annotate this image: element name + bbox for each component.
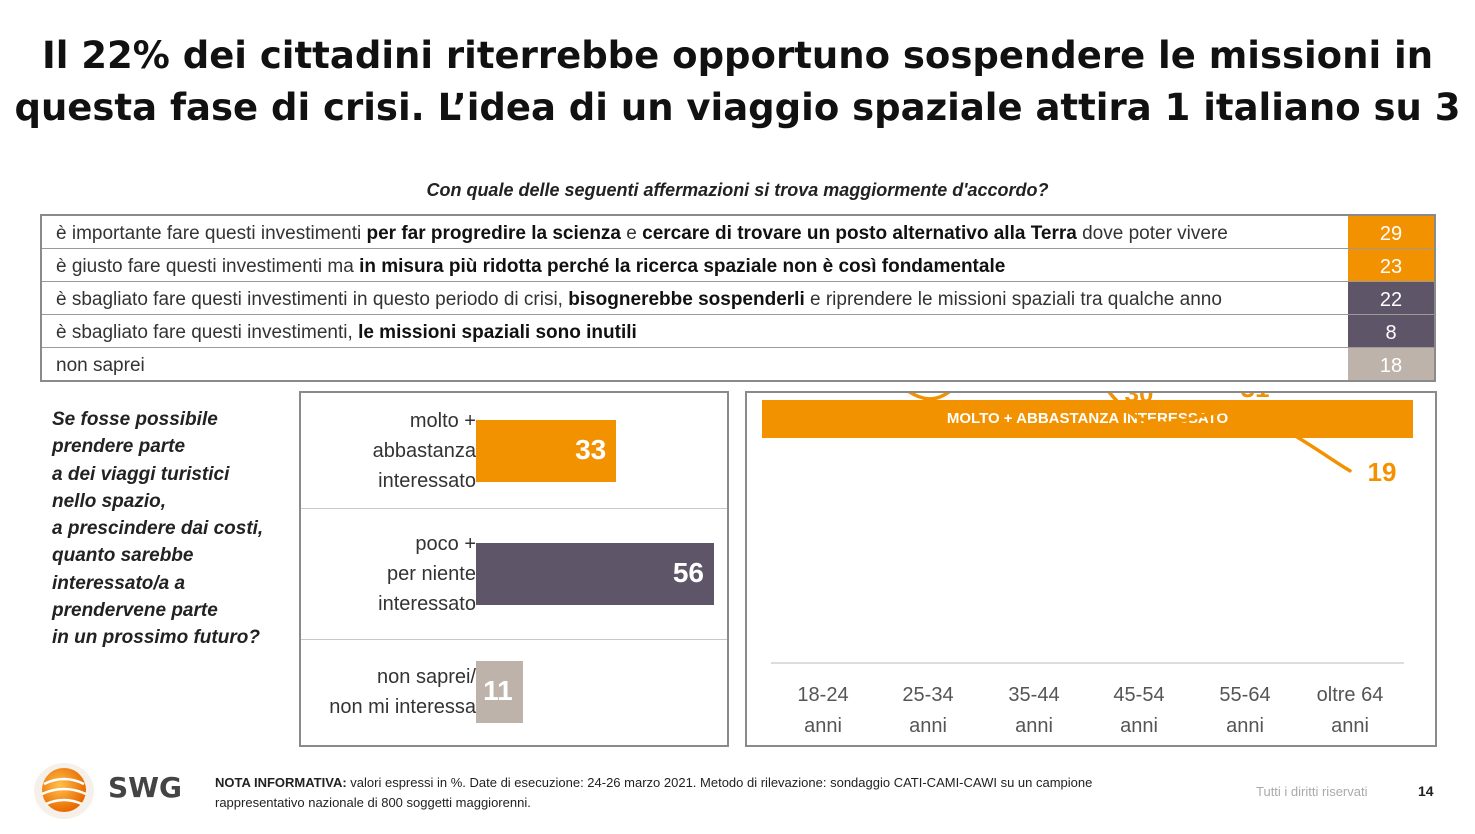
age-line-chart-frame [745,391,1437,747]
statement-value: 8 [1348,315,1434,347]
statement-fragment: è sbagliato fare questi investimenti in … [56,289,569,310]
bar-value-label: 56 [672,556,704,588]
bar-value-label: 33 [575,433,607,465]
statement-text: è giusto fare questi investimenti ma in … [56,249,1005,282]
bar-category-label: molto + abbastanza interessato [301,406,476,496]
x-tick-label: 55-64 [1219,684,1270,706]
bar-category-label-line: per niente [387,562,476,585]
statement-emphasis: le missioni spaziali sono inutili [358,322,637,343]
statement-fragment: è sbagliato fare questi investimenti, [56,322,359,343]
x-tick-label: anni [1015,715,1053,737]
bar-section-divider [301,508,727,509]
page-title: Il 22% dei cittadini riterrebbe opportun… [0,30,1475,134]
question-line: prendervene parte [52,600,218,622]
page-number: 14 [1418,783,1434,799]
question-line: a prescindere dai costi, [52,518,264,540]
x-tick-label: 45-54 [1113,684,1164,706]
question-line: interessato/a a [52,572,186,594]
statement-text: non saprei [56,348,145,381]
statement-fragment: e [621,223,643,244]
line-chart-title: MOLTO + ABBASTANZA INTERESSATO [762,400,1413,438]
statement-emphasis: per far progredire la scienza [366,223,622,244]
bar-category-label-line: poco + [415,532,476,555]
statement-emphasis: bisognerebbe sospenderli [568,289,805,310]
statement-row: è giusto fare questi investimenti ma in … [42,249,1434,282]
question-line: prendere parte [52,436,186,458]
statement-value: 23 [1348,249,1434,281]
statements-table: è importante fare questi investimenti pe… [40,214,1436,382]
statement-text: è sbagliato fare questi investimenti, le… [56,315,637,348]
statement-fragment: è importante fare questi investimenti [56,223,367,244]
question-line: Se fosse possibile [52,409,218,430]
x-tick-label: anni [909,715,947,737]
statement-text: è sbagliato fare questi investimenti in … [56,282,1222,315]
bar-section-divider [301,639,727,640]
data-label: 30 [1125,393,1154,408]
bar-category-label-line: interessato [378,469,476,492]
rights-notice: Tutti i diritti riservati [1256,784,1368,799]
bar [476,419,617,482]
x-tick-label: 25-34 [902,684,953,706]
bar-category-label: non saprei/non mi interessa [301,662,476,722]
bar-value-label: 11 [483,675,513,706]
statement-fragment: e riprendere le missioni spaziali tra qu… [804,289,1222,310]
survey-question: Con quale delle seguenti affermazioni si… [426,180,1049,200]
x-tick-label: anni [1226,715,1264,737]
statement-emphasis: in misura più ridotta perché la ricerca … [359,256,1006,277]
statement-row: è sbagliato fare questi investimenti, le… [42,315,1434,348]
data-label: 19 [1368,457,1397,487]
x-tick-label: anni [1331,715,1369,737]
footnote-text: valori espressi in %. Date di esecuzione… [215,775,1093,810]
question-line: a dei viaggi turistici [52,463,230,485]
x-tick-label: anni [1120,715,1158,737]
x-tick-label: oltre 64 [1317,684,1384,706]
question-line: quanto sarebbe [52,545,194,567]
statement-value: 22 [1348,282,1434,314]
page-title-line-2: questa fase di crisi. L’idea di un viagg… [14,86,1461,129]
statement-emphasis: cercare di trovare un posto alternativo … [642,223,1077,244]
statement-row: non saprei 18 [42,348,1434,380]
statement-fragment: dove poter vivere [1076,223,1228,244]
question-line: in un prossimo futuro? [52,627,260,649]
page-title-line-1: Il 22% dei cittadini riterrebbe opportun… [41,34,1434,77]
footnote: NOTA INFORMATIVA: valori espressi in %. … [215,773,1165,813]
tourism-question: Se fosse possibile prendere parte a dei vi… [52,406,292,652]
bar-category-label-line: non saprei/ [377,666,476,688]
bar-category-label-line: non mi interessa [329,696,476,718]
statement-value: 29 [1348,216,1434,248]
age-line-chart: 55345130311918-24anni25-34anni35-44anni4… [771,393,1404,737]
bar [476,661,523,723]
data-label: 34 [914,407,943,437]
footnote-label: NOTA INFORMATIVA: [215,775,347,790]
statement-value: 18 [1348,348,1434,380]
statement-fragment: è giusto fare questi investimenti ma [56,256,360,277]
statement-row: è importante fare questi investimenti pe… [42,216,1434,249]
bar-category-label-line: interessato [378,592,476,615]
question-line: nello spazio, [52,490,167,512]
statement-text: è importante fare questi investimenti pe… [56,216,1228,249]
bar-category-label-line: abbastanza [372,439,476,462]
interest-bar-chart: molto + abbastanza interessato 33 poco + per … [299,391,729,747]
x-tick-label: anni [804,715,842,737]
statement-row: è sbagliato fare questi investimenti in … [42,282,1434,315]
data-label: 31 [1241,393,1270,403]
swg-logo-icon [34,763,94,819]
brand-name: SWG [108,771,183,804]
bar [476,542,714,605]
series-line [907,393,1352,473]
bar-category-label: poco + per niente interessato [301,529,476,619]
bar-category-label-line: molto + [409,409,476,432]
statement-fragment: non saprei [56,355,145,376]
x-tick-label: 18-24 [797,684,848,706]
x-tick-label: 35-44 [1008,684,1059,706]
